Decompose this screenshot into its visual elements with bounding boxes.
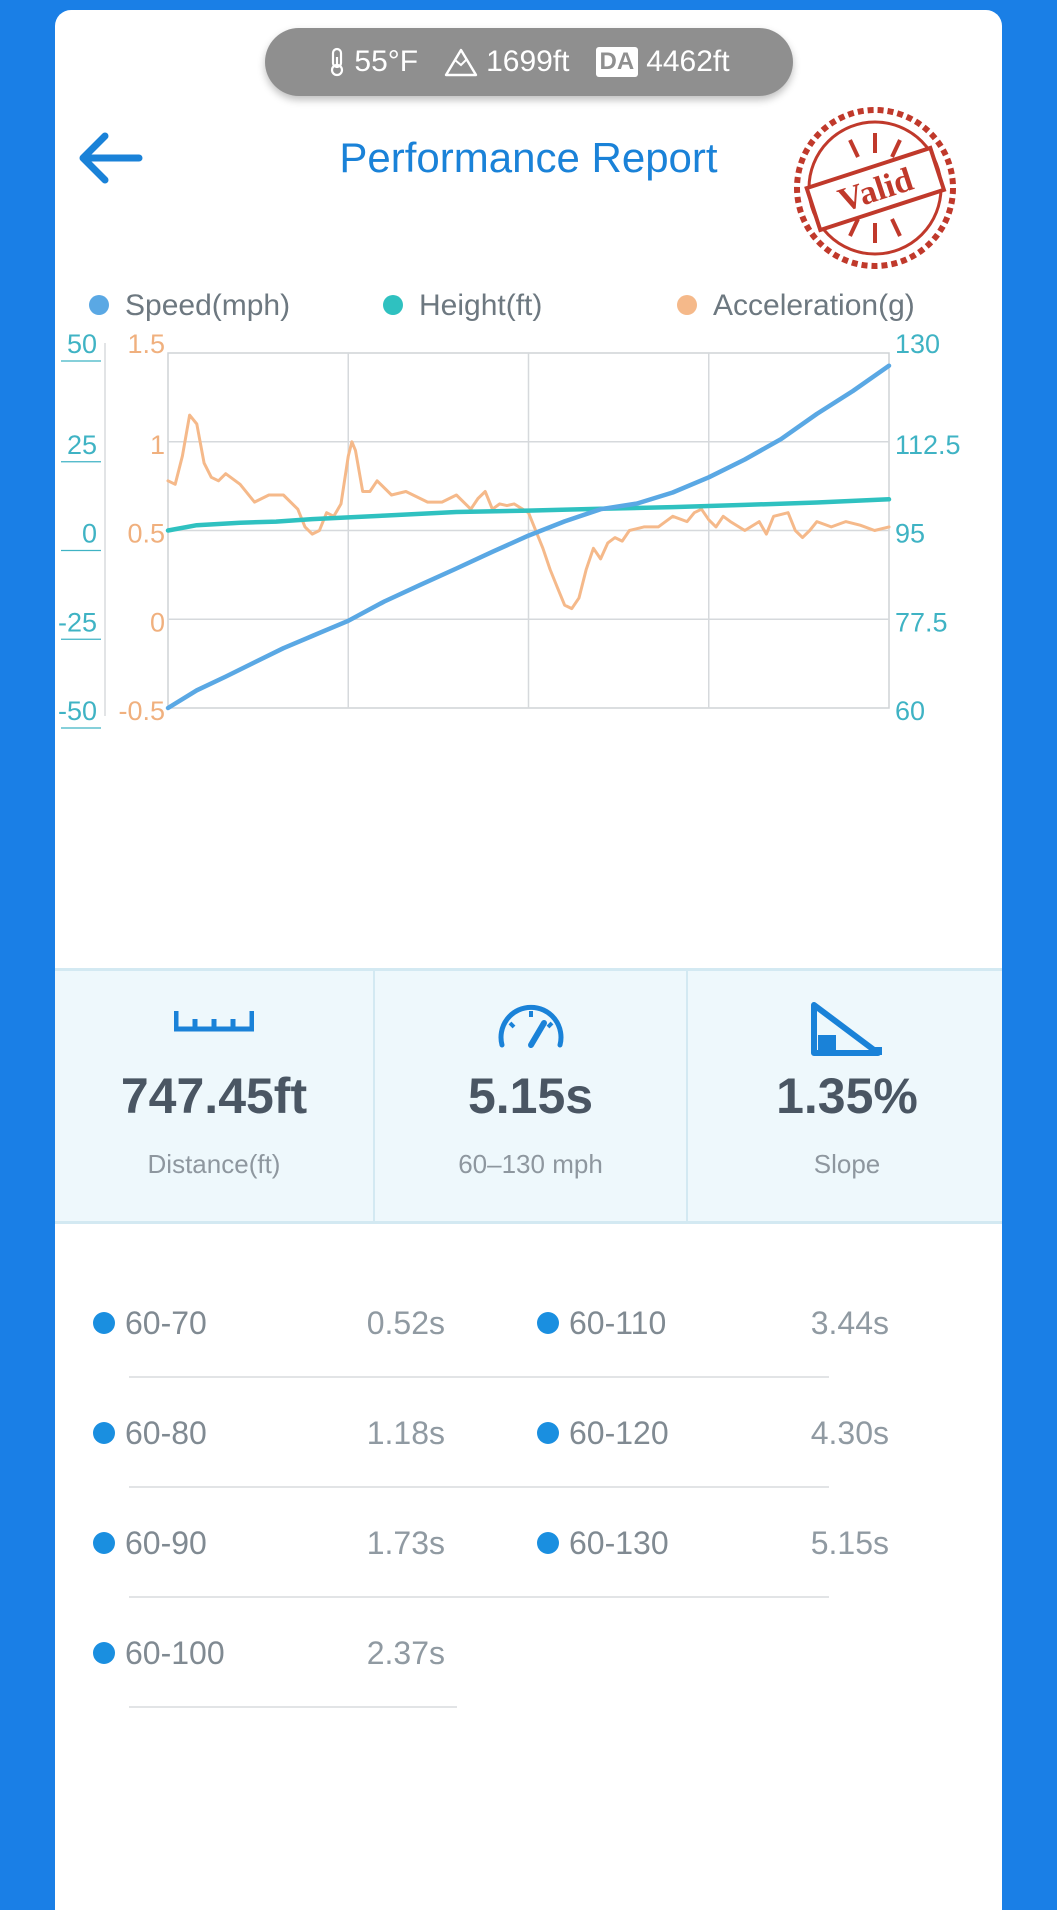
time-value: 5.15s	[467, 1068, 594, 1124]
split-time: 1.73s	[366, 1525, 445, 1561]
acceleration-axis-tick: 1.5	[127, 329, 165, 359]
height-axis-tick: 50	[67, 329, 97, 359]
speed-axis-tick: 77.5	[895, 607, 948, 637]
legend-marker	[677, 295, 697, 315]
series-line-speed	[165, 363, 892, 711]
performance-chart: Speed(mph) Height(ft) Acceleration(g) 50 1.5…	[55, 280, 1002, 880]
density-altitude-group: DA 4462ft	[595, 45, 730, 79]
bullet-dot-icon	[537, 1312, 559, 1334]
elevation-group: 1699ft	[444, 45, 570, 79]
valid-stamp: Valid	[790, 103, 960, 273]
thermometer-icon	[328, 47, 346, 77]
density-altitude-value: 4462ft	[646, 45, 730, 78]
split-range: 60-120	[569, 1415, 669, 1451]
split-time: 5.15s	[810, 1525, 889, 1561]
split-item: 60-120 4.30s	[129, 1380, 889, 1490]
speed-axis-tick: 95	[895, 519, 925, 549]
speed-axis-tick: 112.5	[895, 430, 961, 460]
legend-marker	[89, 295, 109, 315]
legend-marker	[383, 295, 403, 315]
slope-icon	[688, 1001, 1002, 1057]
split-time: 0.52s	[366, 1305, 445, 1341]
split-item: 60-80 1.18s	[55, 1380, 457, 1490]
divider	[129, 1596, 829, 1598]
bullet-dot-icon	[93, 1642, 115, 1664]
distance-label: Distance(ft)	[147, 1149, 281, 1179]
split-time: 2.37s	[366, 1635, 445, 1671]
bullet-dot-icon	[93, 1422, 115, 1444]
arrow-left-icon	[79, 132, 143, 184]
acceleration-axis-tick: -0.5	[118, 696, 165, 726]
speedometer-icon	[375, 1001, 686, 1057]
legend-label: Height(ft)	[419, 289, 542, 322]
temperature-value: 55°F	[354, 45, 419, 78]
split-range: 60-100	[125, 1635, 225, 1671]
da-badge: DA	[595, 47, 639, 77]
divider	[129, 1376, 829, 1378]
series-line-height	[165, 497, 892, 533]
split-range: 60-70	[125, 1305, 207, 1341]
height-axis-tick: 25	[67, 430, 97, 460]
split-time: 1.18s	[366, 1415, 445, 1451]
split-item: 60-90 1.73s	[55, 1490, 457, 1600]
bullet-dot-icon	[537, 1532, 559, 1554]
legend-label: Speed(mph)	[125, 289, 290, 322]
bullet-dot-icon	[537, 1422, 559, 1444]
stats-panel: 747.45ft Distance(ft) 5.15s 60–130 mph 1…	[55, 968, 1002, 1224]
time-label: 60–130 mph	[458, 1149, 603, 1179]
divider	[129, 1706, 457, 1708]
page-title: Performance Report	[339, 134, 718, 181]
stat-time: 5.15s 60–130 mph	[373, 971, 686, 1221]
ruler-icon	[55, 1001, 373, 1057]
speed-axis-tick: 130	[895, 329, 940, 359]
split-time: 3.44s	[810, 1305, 889, 1341]
elevation-value: 1699ft	[486, 45, 570, 78]
stat-slope: 1.35% Slope	[686, 971, 1002, 1221]
series-line-acceleration	[166, 413, 891, 611]
split-item: 60-110 3.44s	[129, 1270, 889, 1380]
split-time: 4.30s	[810, 1415, 889, 1451]
conditions-pill: 55°F 1699ft DA 4462ft	[265, 28, 793, 96]
bullet-dot-icon	[93, 1312, 115, 1334]
split-range: 60-90	[125, 1525, 207, 1561]
stat-distance: 747.45ft Distance(ft)	[55, 971, 373, 1221]
back-button[interactable]	[73, 128, 145, 188]
acceleration-axis-tick: 0.5	[127, 519, 165, 549]
report-card: 55°F 1699ft DA 4462ft Performance Report	[55, 10, 1002, 1910]
slope-value: 1.35%	[776, 1068, 918, 1124]
speed-axis-tick: 60	[895, 696, 925, 726]
acceleration-axis-tick: 0	[150, 607, 165, 637]
bullet-dot-icon	[93, 1532, 115, 1554]
height-axis-tick: 0	[82, 519, 97, 549]
split-range: 60-110	[569, 1305, 667, 1341]
mountain-icon	[444, 47, 478, 77]
split-item: 60-100 2.37s	[55, 1600, 457, 1710]
split-range: 60-80	[125, 1415, 207, 1451]
legend-label: Acceleration(g)	[713, 289, 915, 322]
slope-label: Slope	[813, 1149, 881, 1179]
temperature-group: 55°F	[328, 45, 418, 79]
acceleration-axis-tick: 1	[150, 430, 165, 460]
divider	[129, 1486, 829, 1488]
split-range: 60-130	[569, 1525, 669, 1561]
split-item: 60-70 0.52s	[55, 1270, 457, 1380]
distance-value: 747.45ft	[120, 1068, 308, 1124]
height-axis-tick: -25	[58, 607, 97, 637]
height-axis-tick: -50	[58, 696, 97, 726]
split-item: 60-130 5.15s	[129, 1490, 889, 1600]
